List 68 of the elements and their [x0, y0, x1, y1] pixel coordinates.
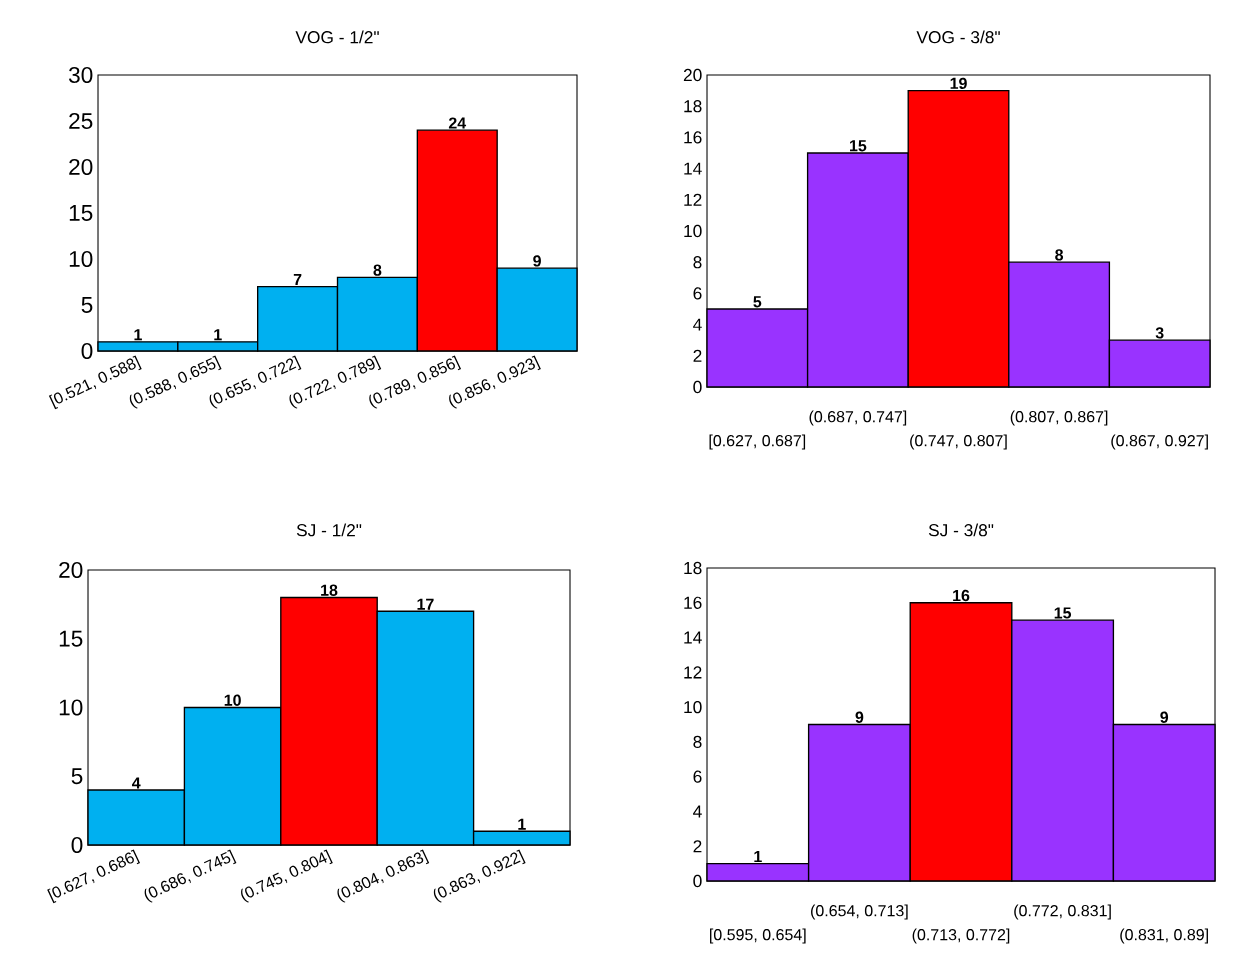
data-label: 16: [953, 589, 970, 602]
y-tick-label: 12: [684, 666, 702, 679]
y-tick-label: 15: [69, 205, 93, 221]
x-tick-label: (0.713, 0.772]: [912, 928, 1010, 944]
y-tick-label: 8: [693, 256, 702, 269]
y-tick-label: 20: [59, 561, 83, 579]
chart-title: VOG - 1/2": [295, 30, 379, 44]
y-tick-label: 4: [693, 318, 702, 331]
y-tick-label: 15: [59, 630, 83, 647]
y-tick-label: 0: [693, 380, 702, 394]
data-label: 1: [754, 851, 762, 863]
y-tick-label: 6: [693, 287, 702, 300]
data-label: 8: [1055, 249, 1064, 261]
y-tick-label: 5: [71, 768, 83, 785]
data-label: 17: [417, 598, 434, 610]
data-label: 15: [850, 140, 867, 152]
data-label: 5: [753, 296, 762, 308]
x-tick-label: (0.867, 0.927]: [1111, 434, 1208, 450]
y-tick-label: 10: [684, 700, 702, 714]
x-tick-label: (0.687, 0.747]: [809, 410, 907, 426]
y-tick-label: 14: [684, 631, 702, 644]
data-label: 1: [134, 329, 142, 341]
y-tick-label: 2: [693, 840, 702, 853]
y-tick-label: 6: [693, 770, 702, 783]
data-label: 15: [1054, 607, 1072, 619]
data-label: 4: [132, 777, 141, 789]
y-tick-label: 18: [684, 561, 702, 575]
y-tick-label: 14: [684, 162, 702, 175]
y-tick-label: 20: [683, 68, 702, 82]
y-tick-label: 5: [81, 297, 93, 313]
x-tick-label: (0.831, 0.89]: [1120, 928, 1208, 944]
y-tick-label: 10: [59, 699, 83, 716]
x-tick-label: (0.654, 0.713]: [811, 904, 908, 920]
data-label: 9: [1160, 711, 1169, 723]
data-label: 18: [321, 584, 338, 596]
chart-title: VOG - 3/8": [916, 30, 1000, 44]
x-tick-label: [0.627, 0.687]: [709, 434, 806, 450]
data-label: 10: [224, 694, 241, 706]
data-label: 19: [950, 77, 967, 89]
y-tick-label: 16: [684, 131, 702, 144]
y-tick-label: 18: [684, 100, 702, 113]
y-tick-label: 16: [684, 596, 702, 609]
y-tick-label: 10: [69, 250, 93, 268]
y-tick-label: 25: [69, 112, 93, 130]
x-tick-label: (0.747, 0.807]: [910, 434, 1007, 450]
data-label: 7: [293, 274, 302, 285]
data-label: 8: [373, 264, 382, 276]
chart-title: SJ - 1/2": [296, 523, 362, 537]
y-tick-label: 2: [693, 349, 702, 362]
x-tick-label: (0.772, 0.831]: [1014, 904, 1111, 920]
y-tick-label: 30: [68, 66, 93, 84]
data-label: 1: [518, 818, 526, 830]
data-label: 9: [855, 711, 864, 723]
y-tick-label: 8: [693, 735, 702, 749]
x-tick-label: (0.807, 0.867]: [1010, 410, 1108, 426]
data-label: 3: [1155, 327, 1164, 339]
y-tick-label: 20: [69, 158, 93, 176]
y-tick-label: 12: [684, 193, 702, 206]
data-label: 1: [214, 329, 222, 341]
x-tick-label: [0.595, 0.654]: [710, 928, 806, 944]
y-tick-label: 0: [81, 342, 93, 360]
data-label: 24: [448, 117, 467, 129]
y-tick-label: 0: [693, 874, 702, 888]
y-tick-label: 4: [693, 805, 702, 818]
y-tick-label: 0: [71, 836, 83, 854]
chart-title: SJ - 3/8": [928, 523, 994, 537]
y-tick-label: 10: [684, 224, 702, 238]
data-label: 9: [533, 255, 541, 267]
